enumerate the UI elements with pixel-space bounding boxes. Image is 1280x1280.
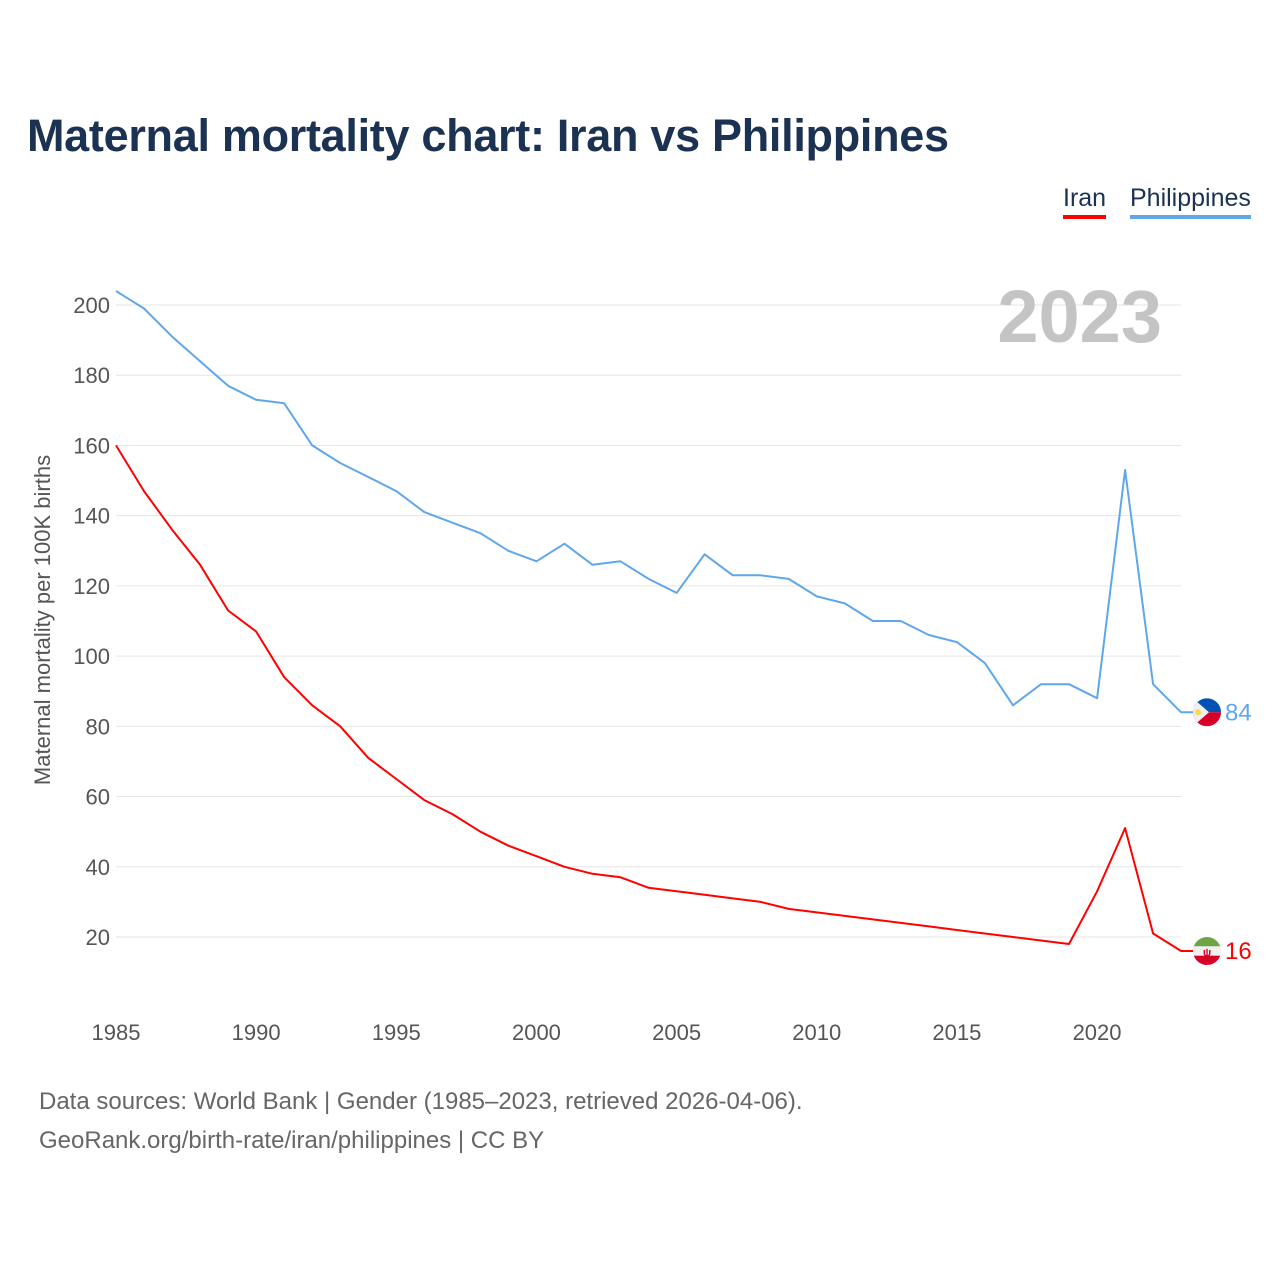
flag-stripe <box>1193 946 1221 956</box>
flag-body: ψ <box>1193 937 1221 966</box>
y-tick-label: 20 <box>86 925 110 950</box>
y-tick-label: 160 <box>73 433 110 458</box>
flag-emblem: ψ <box>1203 947 1211 959</box>
end-value-label-iran: 16 <box>1225 938 1252 965</box>
series-line-iran <box>115 444 1194 952</box>
flag-stripe <box>1193 937 1221 947</box>
x-tick-label: 2010 <box>792 1020 841 1045</box>
flag-stripe <box>1193 955 1221 966</box>
iran-flag-icon: ψ <box>1193 937 1221 966</box>
series-line-philippines <box>115 290 1194 714</box>
flag-sun <box>1195 709 1201 716</box>
x-tick-label: 1985 <box>92 1020 141 1045</box>
y-tick-label: 80 <box>86 714 110 739</box>
y-tick-label: 180 <box>73 363 110 388</box>
x-tick-label: 1990 <box>232 1020 281 1045</box>
x-tick-label: 1995 <box>372 1020 421 1045</box>
y-tick-label: 200 <box>73 293 110 318</box>
year-label: 2023 <box>997 275 1162 358</box>
chart-title: Maternal mortality chart: Iran vs Philip… <box>27 110 949 161</box>
flag-body <box>1193 698 1221 727</box>
y-tick-label: 100 <box>73 644 110 669</box>
y-tick-label: 120 <box>73 574 110 599</box>
x-tick-label: 2020 <box>1073 1020 1122 1045</box>
legend-philippines[interactable]: Philippines <box>1130 184 1251 219</box>
x-tick-label: 2005 <box>652 1020 701 1045</box>
footer-sources: Data sources: World Bank | Gender (1985–… <box>39 1088 803 1115</box>
x-tick-label: 2000 <box>512 1020 561 1045</box>
philippines-flag-icon <box>1193 698 1221 727</box>
y-tick-label: 140 <box>73 504 110 529</box>
y-tick-label: 40 <box>86 855 110 880</box>
y-axis-label: Maternal mortality per 100K births <box>30 455 55 785</box>
legend-iran[interactable]: Iran <box>1063 184 1107 219</box>
x-tick-label: 2015 <box>932 1020 981 1045</box>
footer-attribution[interactable]: GeoRank.org/birth-rate/iran/philippines … <box>39 1127 545 1154</box>
y-tick-label: 60 <box>86 785 110 810</box>
end-value-label-philippines: 84 <box>1225 699 1252 726</box>
